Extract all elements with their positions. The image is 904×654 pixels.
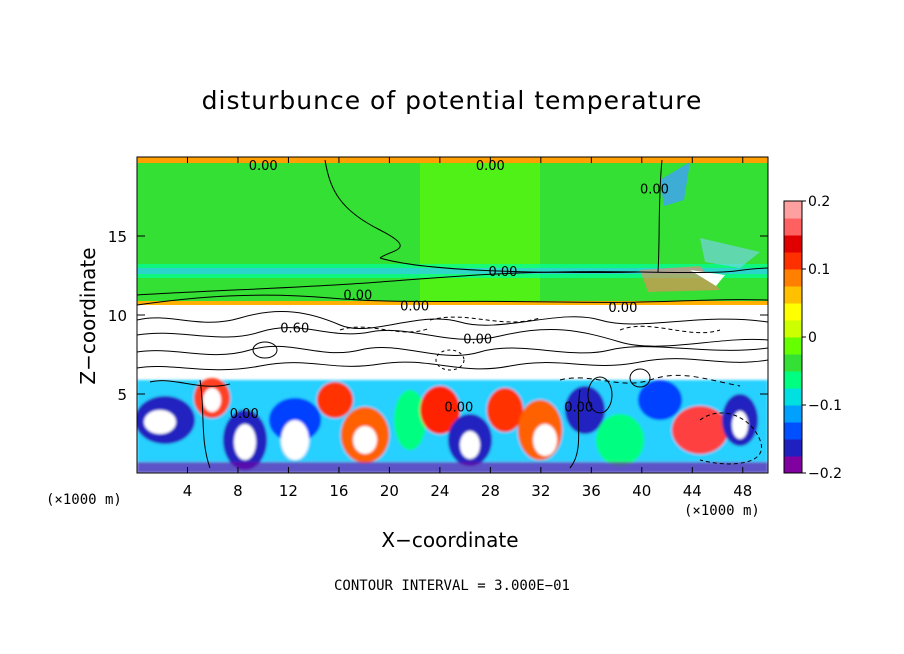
y-axis-label: Z−coordinate (76, 247, 100, 385)
colorbar-tick-label: −0.2 (808, 466, 842, 482)
contour-label: 0.60 (280, 322, 309, 337)
y-tick-label: 5 (117, 386, 127, 404)
colorbar-swatch (784, 320, 802, 338)
colorbar-swatch (784, 269, 802, 287)
x-tick-label: 20 (380, 482, 399, 500)
x-tick-label: 24 (430, 482, 449, 500)
colorbar-tick-label: 0 (808, 330, 817, 346)
x-axis: 4 8 12 16 20 24 28 32 36 40 44 48 (183, 157, 752, 500)
colorbar-swatch (784, 388, 802, 406)
colorbar-swatch (784, 422, 802, 440)
colorbar-tick-label: −0.1 (808, 398, 842, 414)
colorbar-swatch (784, 303, 802, 321)
contour-label: 0.00 (640, 183, 669, 198)
x-tick-label: 16 (329, 482, 348, 500)
contour-label: 0.00 (476, 159, 505, 174)
x-tick-label: 8 (233, 482, 243, 500)
x-tick-label: 36 (582, 482, 601, 500)
x-unit-label-secondary: (×1000 m) (684, 503, 760, 519)
contour-label: 0.00 (608, 301, 637, 316)
x-tick-label: 12 (279, 482, 298, 500)
contour-labels: 0.00 0.00 0.00 0.00 0.00 0.00 0.00 0.00 0.60 0.00… (230, 159, 669, 422)
colorbar-swatch (784, 337, 802, 355)
colorbar-swatch (784, 252, 802, 270)
x-unit-label: (×1000 m) (46, 492, 122, 508)
contour-label: 0.00 (444, 401, 473, 416)
contour-label: 0.00 (564, 401, 593, 416)
contour-label: 0.00 (230, 407, 259, 422)
x-tick-label: 28 (481, 482, 500, 500)
colorbar-swatch (784, 235, 802, 253)
colorbar-swatch (784, 405, 802, 423)
colorbar-swatch (784, 286, 802, 304)
x-tick-label: 48 (733, 482, 752, 500)
contour-label: 0.00 (400, 300, 429, 315)
y-tick-label: 10 (108, 307, 127, 325)
colorbar-swatch (784, 439, 802, 457)
colorbar-ticks: 0.2 0.1 0 −0.1 −0.2 (802, 194, 842, 482)
colorbar-swatch (784, 371, 802, 389)
heatmap-field (137, 157, 768, 473)
colorbar-tick-label: 0.2 (808, 194, 830, 210)
colorbar-swatch (784, 456, 802, 474)
colorbar-swatch (784, 218, 802, 236)
contour-label: 0.00 (343, 288, 372, 303)
x-tick-label: 4 (183, 482, 193, 500)
y-axis: 5 10 15 (108, 228, 768, 404)
contour-label: 0.00 (489, 265, 518, 280)
contour-label: 0.00 (249, 159, 278, 174)
chart-title: disturbunce of potential temperature (201, 86, 703, 115)
x-axis-label: X−coordinate (381, 528, 519, 552)
y-tick-label: 15 (108, 228, 127, 246)
colorbar (783, 200, 803, 474)
colorbar-swatch (784, 201, 802, 219)
x-tick-label: 40 (632, 482, 651, 500)
x-tick-label: 32 (531, 482, 550, 500)
contour-interval-note: CONTOUR INTERVAL = 3.000E−01 (333, 578, 570, 594)
colorbar-tick-label: 0.1 (808, 262, 830, 278)
x-tick-label: 44 (683, 482, 702, 500)
contour-label: 0.00 (463, 333, 492, 348)
colorbar-swatch (784, 354, 802, 372)
